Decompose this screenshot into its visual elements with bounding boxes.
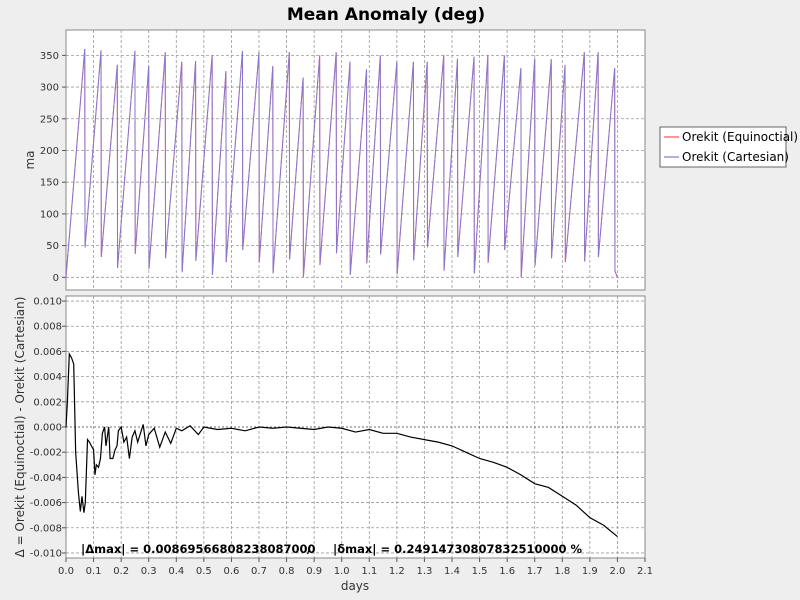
top-y-axis-ticks: 0 50 100 150 200 250 300 350 — [40, 51, 66, 284]
bottom-y-tick-label: -0.004 — [30, 473, 62, 484]
x-tick-label: 0.2 — [113, 566, 129, 577]
legend: Orekit (Equinoctial) Orekit (Cartesian) — [659, 126, 798, 168]
series-line-difference — [65, 351, 618, 538]
top-y-axis-label: ma — [23, 150, 37, 169]
x-tick-label: 1.7 — [527, 566, 543, 577]
bottom-y-tick-label: 0.010 — [33, 297, 62, 308]
x-axis-ticks: 0.0 0.1 0.2 0.3 0.4 0.5 0.6 0.7 0.8 0.9 1.0 1.1 1.2 1… — [58, 558, 653, 577]
legend-entry-cartesian: Orekit (Cartesian) — [682, 150, 789, 164]
series-line-cartesian — [65, 48, 618, 278]
chart-title: Mean Anomaly (deg) — [287, 5, 485, 25]
x-tick-label: 0.7 — [251, 566, 267, 577]
bottom-y-tick-label: 0.006 — [33, 347, 62, 358]
x-tick-label: 0.8 — [279, 566, 295, 577]
annotation-delta-max: |Δmax| = 0.00869566808238087000 — [81, 542, 316, 556]
x-tick-label: 2.0 — [609, 566, 625, 577]
bottom-y-tick-label: 0.008 — [33, 322, 62, 333]
x-tick-label: 1.3 — [416, 566, 432, 577]
x-tick-label: 0.9 — [306, 566, 322, 577]
x-tick-label: 1.4 — [444, 566, 460, 577]
x-tick-label: 2.1 — [637, 566, 653, 577]
x-tick-label: 0.3 — [141, 566, 157, 577]
legend-box — [659, 126, 787, 168]
x-tick-label: 0.5 — [196, 566, 212, 577]
top-plot-area — [65, 29, 646, 291]
x-tick-label: 1.5 — [472, 566, 488, 577]
top-y-tick-label: 150 — [40, 178, 59, 189]
legend-entry-equinoctial: Orekit (Equinoctial) — [682, 130, 798, 144]
bottom-y-tick-label: -0.008 — [30, 523, 62, 534]
x-axis-label: days — [341, 579, 369, 593]
top-y-tick-label: 100 — [40, 209, 59, 220]
bottom-y-tick-label: -0.010 — [30, 548, 62, 559]
bottom-y-tick-label: 0.002 — [33, 397, 62, 408]
bottom-y-tick-label: 0.000 — [33, 423, 62, 434]
top-y-tick-label: 0 — [53, 273, 59, 284]
x-tick-label: 1.2 — [389, 566, 405, 577]
top-y-tick-label: 300 — [40, 83, 59, 94]
top-y-tick-label: 250 — [40, 114, 59, 125]
x-tick-label: 0.6 — [223, 566, 239, 577]
x-tick-label: 1.8 — [554, 566, 570, 577]
top-y-tick-label: 200 — [40, 146, 59, 157]
bottom-y-tick-label: -0.006 — [30, 498, 62, 509]
bottom-y-axis-ticks: 0.010 0.008 0.006 0.004 0.002 0.000 -0.002 -0.0… — [30, 297, 66, 559]
x-tick-label: 1.6 — [499, 566, 515, 577]
x-tick-label: 0.1 — [86, 566, 102, 577]
x-tick-label: 0.4 — [168, 566, 184, 577]
annotation-relative-max: |δmax| = 0.24914730807832510000 % — [333, 542, 583, 556]
x-tick-label: 1.9 — [582, 566, 598, 577]
top-y-tick-label: 50 — [46, 241, 59, 252]
bottom-y-tick-label: -0.002 — [30, 448, 62, 459]
annotation-separator: / — [307, 542, 312, 556]
top-y-tick-label: 350 — [40, 51, 59, 62]
x-tick-label: 0.0 — [58, 566, 74, 577]
bottom-y-axis-label: Δ = Orekit (Equinoctial) - Orekit (Carte… — [13, 297, 27, 558]
bottom-y-tick-label: 0.004 — [33, 372, 62, 383]
x-tick-label: 1.1 — [361, 566, 377, 577]
x-tick-label: 1.0 — [334, 566, 350, 577]
